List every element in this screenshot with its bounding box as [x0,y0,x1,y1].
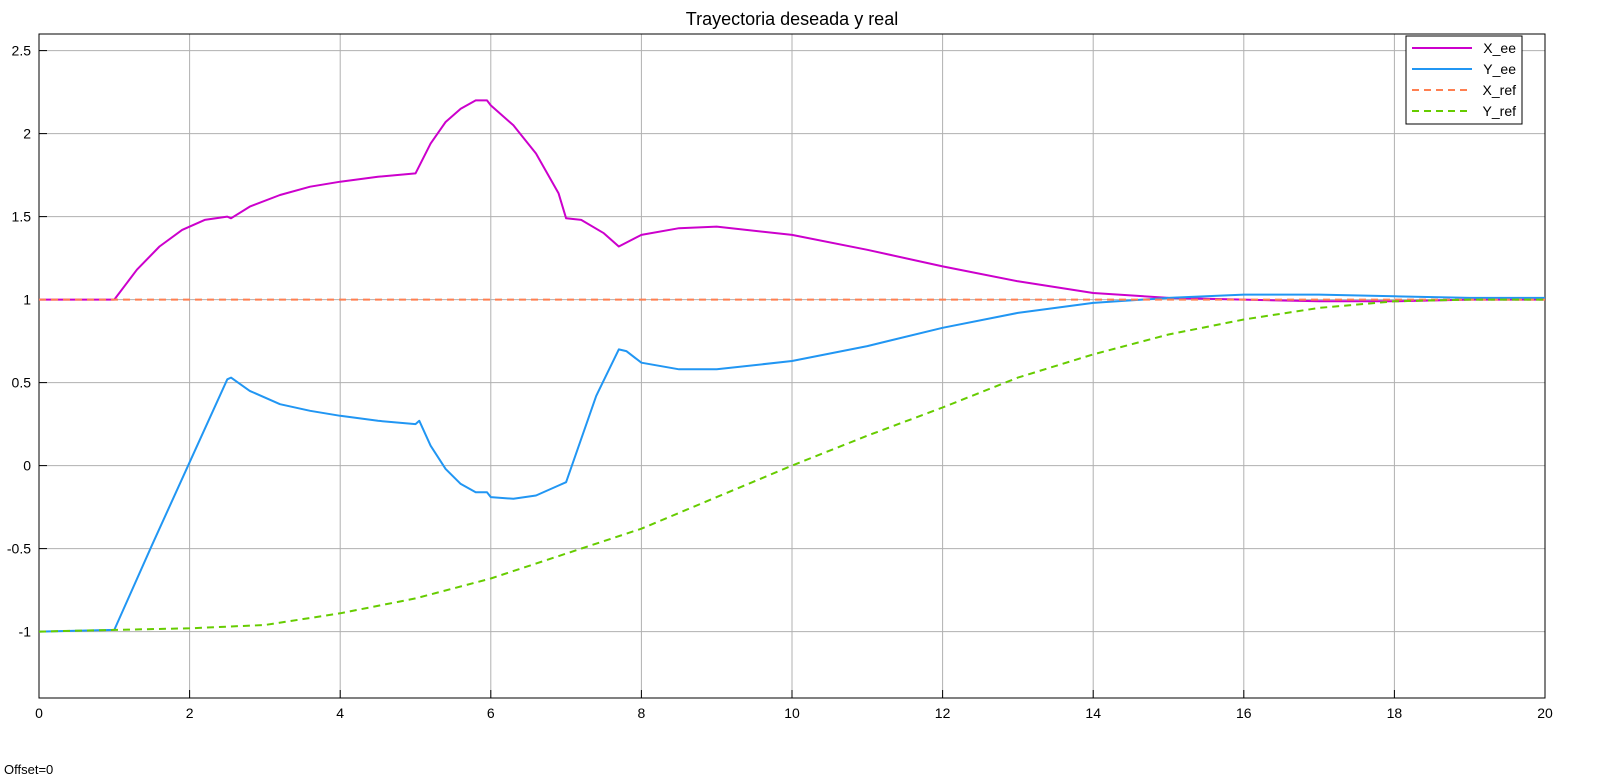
series-layer [38,99,1545,633]
legend-box [1405,35,1523,125]
y-tick-label: 0.5 [12,375,32,391]
grid-lines [38,34,1546,698]
legend-label: Y_ee [1483,61,1516,77]
offset-label: Offset=0 [4,762,54,777]
x-tick-label: 0 [35,705,43,721]
series-line-x-ee [39,99,1545,303]
x-tick-label: 16 [1236,705,1252,721]
legend: X_ee Y_ee X_ref Y_ref [1405,35,1523,125]
chart-title: Trayectoria deseada y real [686,9,898,29]
legend-label: Y_ref [1483,103,1517,119]
y-tick-label: -1 [19,624,32,640]
series-line-y-ee [38,293,1545,633]
legend-label: X_ref [1483,82,1517,98]
x-tick-label: 18 [1387,705,1403,721]
y-tick-label: 1.5 [12,209,32,225]
x-axis: 0 2 4 6 8 10 12 14 16 18 20 [35,690,1553,721]
x-tick-label: 14 [1085,705,1101,721]
y-tick-label: -0.5 [7,541,31,557]
x-tick-label: 12 [935,705,951,721]
y-axis: -1 -0.5 0 0.5 1 1.5 2 2.5 [7,43,47,640]
y-tick-label: 0 [23,458,31,474]
x-tick-label: 10 [784,705,800,721]
x-tick-label: 2 [186,705,194,721]
x-tick-label: 8 [638,705,646,721]
x-tick-label: 6 [487,705,495,721]
x-tick-label: 4 [336,705,344,721]
x-tick-label: 20 [1537,705,1553,721]
y-tick-label: 1 [23,292,31,308]
y-tick-label: 2 [23,126,31,142]
legend-label: X_ee [1483,40,1516,56]
y-tick-label: 2.5 [12,43,32,59]
